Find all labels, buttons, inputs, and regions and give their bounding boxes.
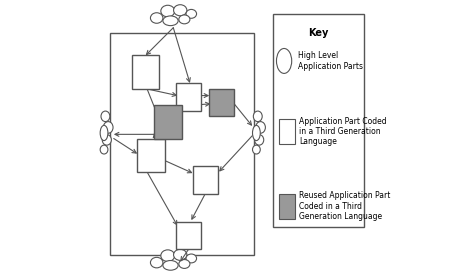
Ellipse shape [163,260,178,270]
Text: Key: Key [309,28,329,38]
FancyBboxPatch shape [273,14,365,227]
Bar [279,194,295,219]
Ellipse shape [253,125,260,141]
Ellipse shape [179,260,190,268]
Bar [137,138,165,172]
Ellipse shape [163,16,178,25]
Ellipse shape [102,135,111,145]
Ellipse shape [101,111,110,122]
Bar [176,222,201,249]
Ellipse shape [161,250,175,261]
Bar [210,89,234,116]
Ellipse shape [276,48,292,73]
Bar [132,55,159,89]
Ellipse shape [150,13,163,23]
Ellipse shape [186,9,197,18]
Text: Application Part Coded
in a Third Generation
Language: Application Part Coded in a Third Genera… [299,117,387,147]
Ellipse shape [161,5,175,17]
Ellipse shape [100,125,108,141]
Ellipse shape [179,15,190,24]
Text: Reused Application Part
Coded in a Third
Generation Language: Reused Application Part Coded in a Third… [299,191,391,221]
Bar [279,119,295,144]
Ellipse shape [173,5,187,16]
Ellipse shape [253,145,260,154]
Bar [192,166,218,194]
Bar [176,83,201,111]
Ellipse shape [186,254,197,263]
FancyBboxPatch shape [109,33,254,255]
Ellipse shape [255,122,265,133]
Ellipse shape [173,249,187,260]
Ellipse shape [100,145,108,154]
Ellipse shape [255,135,264,145]
Ellipse shape [253,111,262,122]
Ellipse shape [150,257,163,268]
Bar [154,105,182,138]
Ellipse shape [103,122,113,133]
Text: High Level
Application Parts: High Level Application Parts [298,51,363,71]
